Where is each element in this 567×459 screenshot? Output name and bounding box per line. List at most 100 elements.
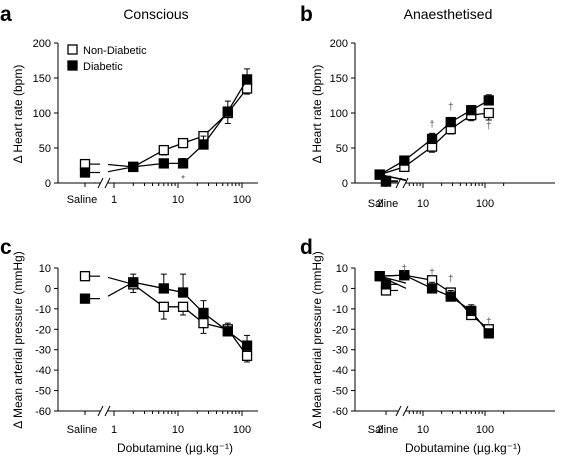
x-tick-label: 10 — [417, 424, 429, 436]
y-tick-label: 10 — [336, 263, 348, 275]
point-saline-non-diabetic — [79, 158, 91, 170]
x-tick-label: 10 — [172, 424, 184, 436]
x-tick-label: 1 — [111, 424, 117, 436]
x-axis-break-mark — [104, 405, 111, 417]
x-tick-label: 10 — [172, 194, 184, 206]
point-saline-diabetic — [380, 175, 392, 187]
x-tick-label: 2 — [377, 424, 383, 436]
x-tick-label-saline: Saline — [368, 198, 399, 210]
series-line-non-diabetic — [132, 88, 248, 168]
y-tick-label: 150 — [330, 73, 348, 85]
point-diabetic — [445, 116, 456, 128]
y-tick-label: 200 — [33, 38, 51, 50]
series-line-non-diabetic — [132, 283, 248, 357]
x-axis-break-mark — [97, 177, 104, 189]
point-diabetic — [445, 291, 456, 302]
point-non-diabetic — [158, 301, 169, 312]
x-tick-label: 10 — [417, 198, 429, 210]
y-tick-label: -10 — [332, 304, 348, 316]
x-axis-break-mark — [104, 177, 111, 189]
point-diabetic — [483, 328, 494, 339]
point-diabetic — [177, 287, 189, 298]
point-diabetic — [399, 155, 410, 166]
significance-marker: * — [181, 174, 185, 185]
x-axis-break-mark — [97, 405, 104, 417]
significance-marker: † — [486, 121, 492, 132]
point-diabetic — [241, 340, 253, 351]
point-diabetic — [426, 133, 438, 145]
y-axis-label-d: Δ Mean arterial pressure (mmHg) — [310, 251, 324, 428]
y-tick-label: -40 — [332, 365, 348, 377]
point-diabetic — [158, 283, 169, 294]
point-diabetic — [399, 269, 410, 281]
y-tick-label: -60 — [35, 406, 51, 418]
y-tick-label: -30 — [35, 345, 51, 357]
x-tick-label-saline: Saline — [67, 424, 98, 436]
x-tick-label-saline: Saline — [67, 194, 98, 206]
y-tick-label: 50 — [336, 143, 348, 155]
legend-label-non-diabetic: Non-Diabetic — [83, 45, 147, 57]
point-diabetic — [466, 305, 477, 317]
x-axis-break-mark — [395, 405, 402, 417]
plot-a: 0 50 100 150 200 Saline 1 10 100 * — [33, 38, 258, 206]
point-saline-diabetic — [79, 293, 91, 304]
y-tick-label: -40 — [35, 365, 51, 377]
point-diabetic — [483, 95, 494, 106]
panel-letter-a: a — [0, 3, 12, 26]
point-non-diabetic — [198, 318, 209, 329]
point-saline-diabetic — [380, 279, 392, 290]
point-diabetic — [158, 158, 169, 169]
point-saline-non-diabetic — [79, 271, 91, 282]
y-tick-label: -60 — [332, 406, 348, 418]
significance-marker: † — [448, 274, 454, 285]
y-tick-label: 200 — [330, 38, 348, 50]
y-tick-label: 100 — [330, 108, 348, 120]
plot-c: -60 -50 -40 -30 -20 -10 0 10 Saline 1 10 100 — [35, 263, 258, 436]
panel-title-a: Conscious — [123, 6, 188, 22]
y-tick-label: 0 — [45, 283, 51, 295]
point-diabetic — [241, 74, 253, 85]
point-diabetic — [198, 307, 209, 319]
significance-marker: † — [429, 120, 435, 131]
y-tick-label: 150 — [33, 73, 51, 85]
x-tick-label: 100 — [233, 424, 251, 436]
y-tick-label: 0 — [342, 283, 348, 295]
significance-marker: † — [429, 268, 435, 279]
point-diabetic — [374, 169, 385, 180]
x-axis-break-mark — [402, 405, 409, 417]
x-tick-label-saline: Saline — [368, 424, 399, 436]
x-tick-label: 1 — [111, 194, 117, 206]
y-axis-label-b: Δ Heart rate (bpm) — [310, 65, 324, 164]
legend-label-diabetic: Diabetic — [83, 61, 123, 73]
y-tick-label: 10 — [39, 263, 51, 275]
panel-letter-d: d — [300, 236, 313, 259]
significance-marker: † — [448, 102, 454, 113]
legend: Non-Diabetic Diabetic — [67, 44, 147, 73]
y-tick-label: -20 — [332, 324, 348, 336]
point-non-diabetic — [177, 137, 189, 149]
point-diabetic — [128, 161, 139, 173]
significance-marker: † — [402, 264, 408, 275]
point-diabetic — [426, 283, 438, 294]
x-axis-label-d: Dobutamine (µg.kg⁻¹) — [405, 441, 521, 455]
x-axis-break-mark — [402, 177, 409, 189]
point-diabetic — [177, 158, 189, 169]
point-diabetic — [222, 106, 233, 117]
y-tick-label: -10 — [35, 304, 51, 316]
y-axis-label-c: Δ Mean arterial pressure (mmHg) — [11, 251, 25, 428]
point-saline-diabetic — [79, 167, 91, 178]
y-tick-label: -30 — [332, 345, 348, 357]
x-tick-label: 100 — [476, 198, 494, 210]
y-tick-label: 0 — [342, 178, 348, 190]
x-axis-label-c: Dobutamine (µg.kg⁻¹) — [117, 441, 233, 455]
point-non-diabetic — [241, 350, 253, 361]
point-non-diabetic — [158, 144, 169, 156]
y-tick-label: -50 — [332, 386, 348, 398]
x-tick-label: 100 — [476, 424, 494, 436]
point-diabetic — [374, 271, 385, 282]
legend-marker-non-diabetic — [67, 44, 78, 55]
point-diabetic — [198, 139, 209, 150]
